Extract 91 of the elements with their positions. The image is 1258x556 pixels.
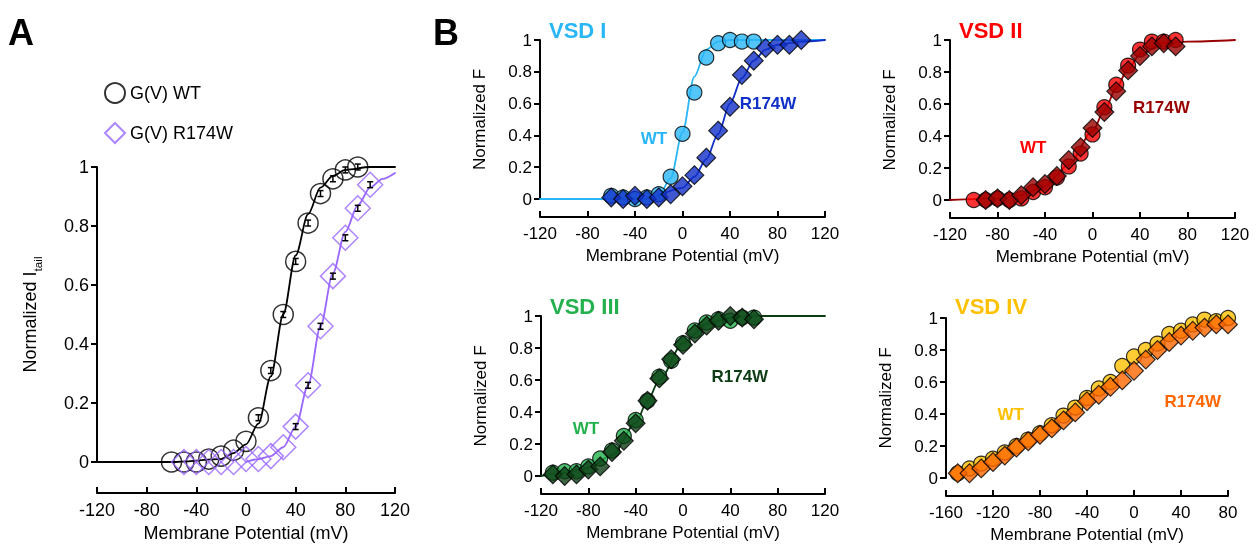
x-axis-title: Membrane Potential (mV): [143, 522, 349, 543]
x-tick-label: 120: [810, 224, 840, 243]
x-axis-title: Membrane Potential (mV): [585, 246, 780, 265]
y-tick-label: 0.6: [508, 94, 532, 114]
x-tick-label: 0: [1087, 225, 1098, 244]
y-tick-label: 1: [932, 30, 942, 50]
y-tick-label: 0.2: [914, 436, 938, 456]
series-label: WT: [640, 129, 668, 149]
x-tick-label: -40: [1032, 225, 1058, 244]
y-tick-label: 0.6: [918, 94, 942, 114]
legend-label: G(V) R174W: [130, 123, 234, 143]
y-tick-label: 1: [523, 306, 533, 326]
x-axis-title: Membrane Potential (mV): [990, 525, 1184, 544]
y-tick-label: 0: [523, 466, 533, 486]
x-tick-label: -40: [622, 224, 648, 243]
y-tick-label: 0: [932, 190, 942, 210]
x-tick-label: -80: [985, 225, 1010, 244]
x-axis-title: Membrane Potential (mV): [586, 523, 780, 542]
y-tick-label: 0.6: [914, 372, 938, 392]
x-tick-label: 40: [285, 500, 306, 520]
y-tick-label: 1: [78, 157, 89, 177]
x-tick-label: -120: [932, 225, 968, 244]
chart-title: VSD I: [549, 17, 607, 43]
y-axis-title: Normalized F: [880, 69, 899, 171]
legend-label: G(V) WT: [130, 83, 201, 103]
y-tick-label: 0: [522, 189, 532, 209]
series-label: WT: [572, 418, 600, 438]
chart-title: VSD III: [550, 293, 620, 319]
y-tick-label: 0.2: [509, 434, 533, 454]
x-tick-label: 120: [379, 500, 411, 520]
x-tick-label: -40: [623, 501, 648, 520]
x-tick-label: -80: [133, 500, 160, 520]
y-axis-title: Normalized F: [471, 345, 490, 447]
chart-title: VSD II: [959, 17, 1023, 43]
x-tick-label: 0: [240, 500, 252, 520]
x-tick-label: -120: [78, 500, 116, 520]
y-tick-label: 0.8: [918, 62, 942, 82]
y-axis-title: Normalized F: [470, 68, 489, 171]
y-axis-title: Normalized F: [876, 347, 895, 449]
x-tick-label: 0: [678, 501, 688, 520]
y-tick-label: 1: [522, 30, 532, 50]
y-tick-label: 0.4: [509, 402, 533, 422]
y-axis-title: Normalized Itail: [20, 256, 44, 373]
text: B: [433, 11, 459, 53]
y-tick-label: 0.6: [509, 370, 533, 390]
x-tick-label: -120: [523, 501, 559, 520]
y-tick-label: 0.8: [509, 338, 533, 358]
series-label: WT: [1019, 137, 1047, 157]
x-tick-label: -80: [576, 501, 601, 520]
series-label: R174W: [711, 367, 770, 387]
y-tick-label: 0.8: [914, 340, 938, 360]
y-tick-label: 0.4: [508, 125, 532, 145]
y-tick-label: 0.2: [63, 393, 89, 413]
x-tick-label: 80: [768, 501, 788, 520]
y-tick-label: 0: [78, 452, 89, 472]
y-tick-label: 0.4: [63, 334, 89, 354]
y-tick-label: 0.4: [914, 404, 938, 424]
y-tick-label: 0.2: [508, 157, 532, 177]
series-label: WT: [997, 404, 1025, 424]
x-tick-label: -40: [183, 500, 210, 520]
x-tick-label: 80: [1218, 503, 1238, 522]
x-tick-label: 120: [1220, 225, 1250, 244]
y-tick-label: 0.4: [918, 126, 942, 146]
x-tick-label: 80: [335, 500, 356, 520]
x-tick-label: -160: [928, 503, 964, 522]
x-tick-label: -120: [975, 503, 1011, 522]
x-tick-label: 80: [1178, 225, 1197, 244]
x-tick-label: -80: [575, 224, 600, 243]
y-tick-label: 0.8: [63, 216, 89, 236]
text: A: [8, 11, 34, 53]
x-tick-label: -40: [1074, 503, 1100, 522]
x-tick-label: 40: [720, 224, 740, 243]
x-tick-label: 0: [677, 224, 688, 243]
series-label: R174W: [1133, 97, 1191, 117]
y-tick-label: 0.2: [918, 158, 942, 178]
y-tick-label: 0.6: [63, 275, 89, 295]
x-tick-label: 0: [1129, 503, 1139, 522]
x-tick-label: 40: [1171, 503, 1191, 522]
x-tick-label: 40: [720, 501, 740, 520]
series-label: R174W: [1164, 391, 1223, 411]
x-tick-label: -120: [522, 224, 558, 243]
x-tick-label: -80: [1027, 503, 1053, 522]
x-tick-label: 40: [1130, 225, 1150, 244]
x-tick-label: 120: [810, 501, 840, 520]
y-tick-label: 0.8: [508, 62, 532, 82]
series-label: R174W: [739, 94, 798, 114]
y-tick-label: 1: [928, 308, 938, 328]
chart-title: VSD IV: [955, 293, 1028, 319]
x-axis-title: Membrane Potential (mV): [995, 247, 1190, 266]
y-tick-label: 0: [928, 468, 938, 488]
x-tick-label: 80: [768, 224, 787, 243]
